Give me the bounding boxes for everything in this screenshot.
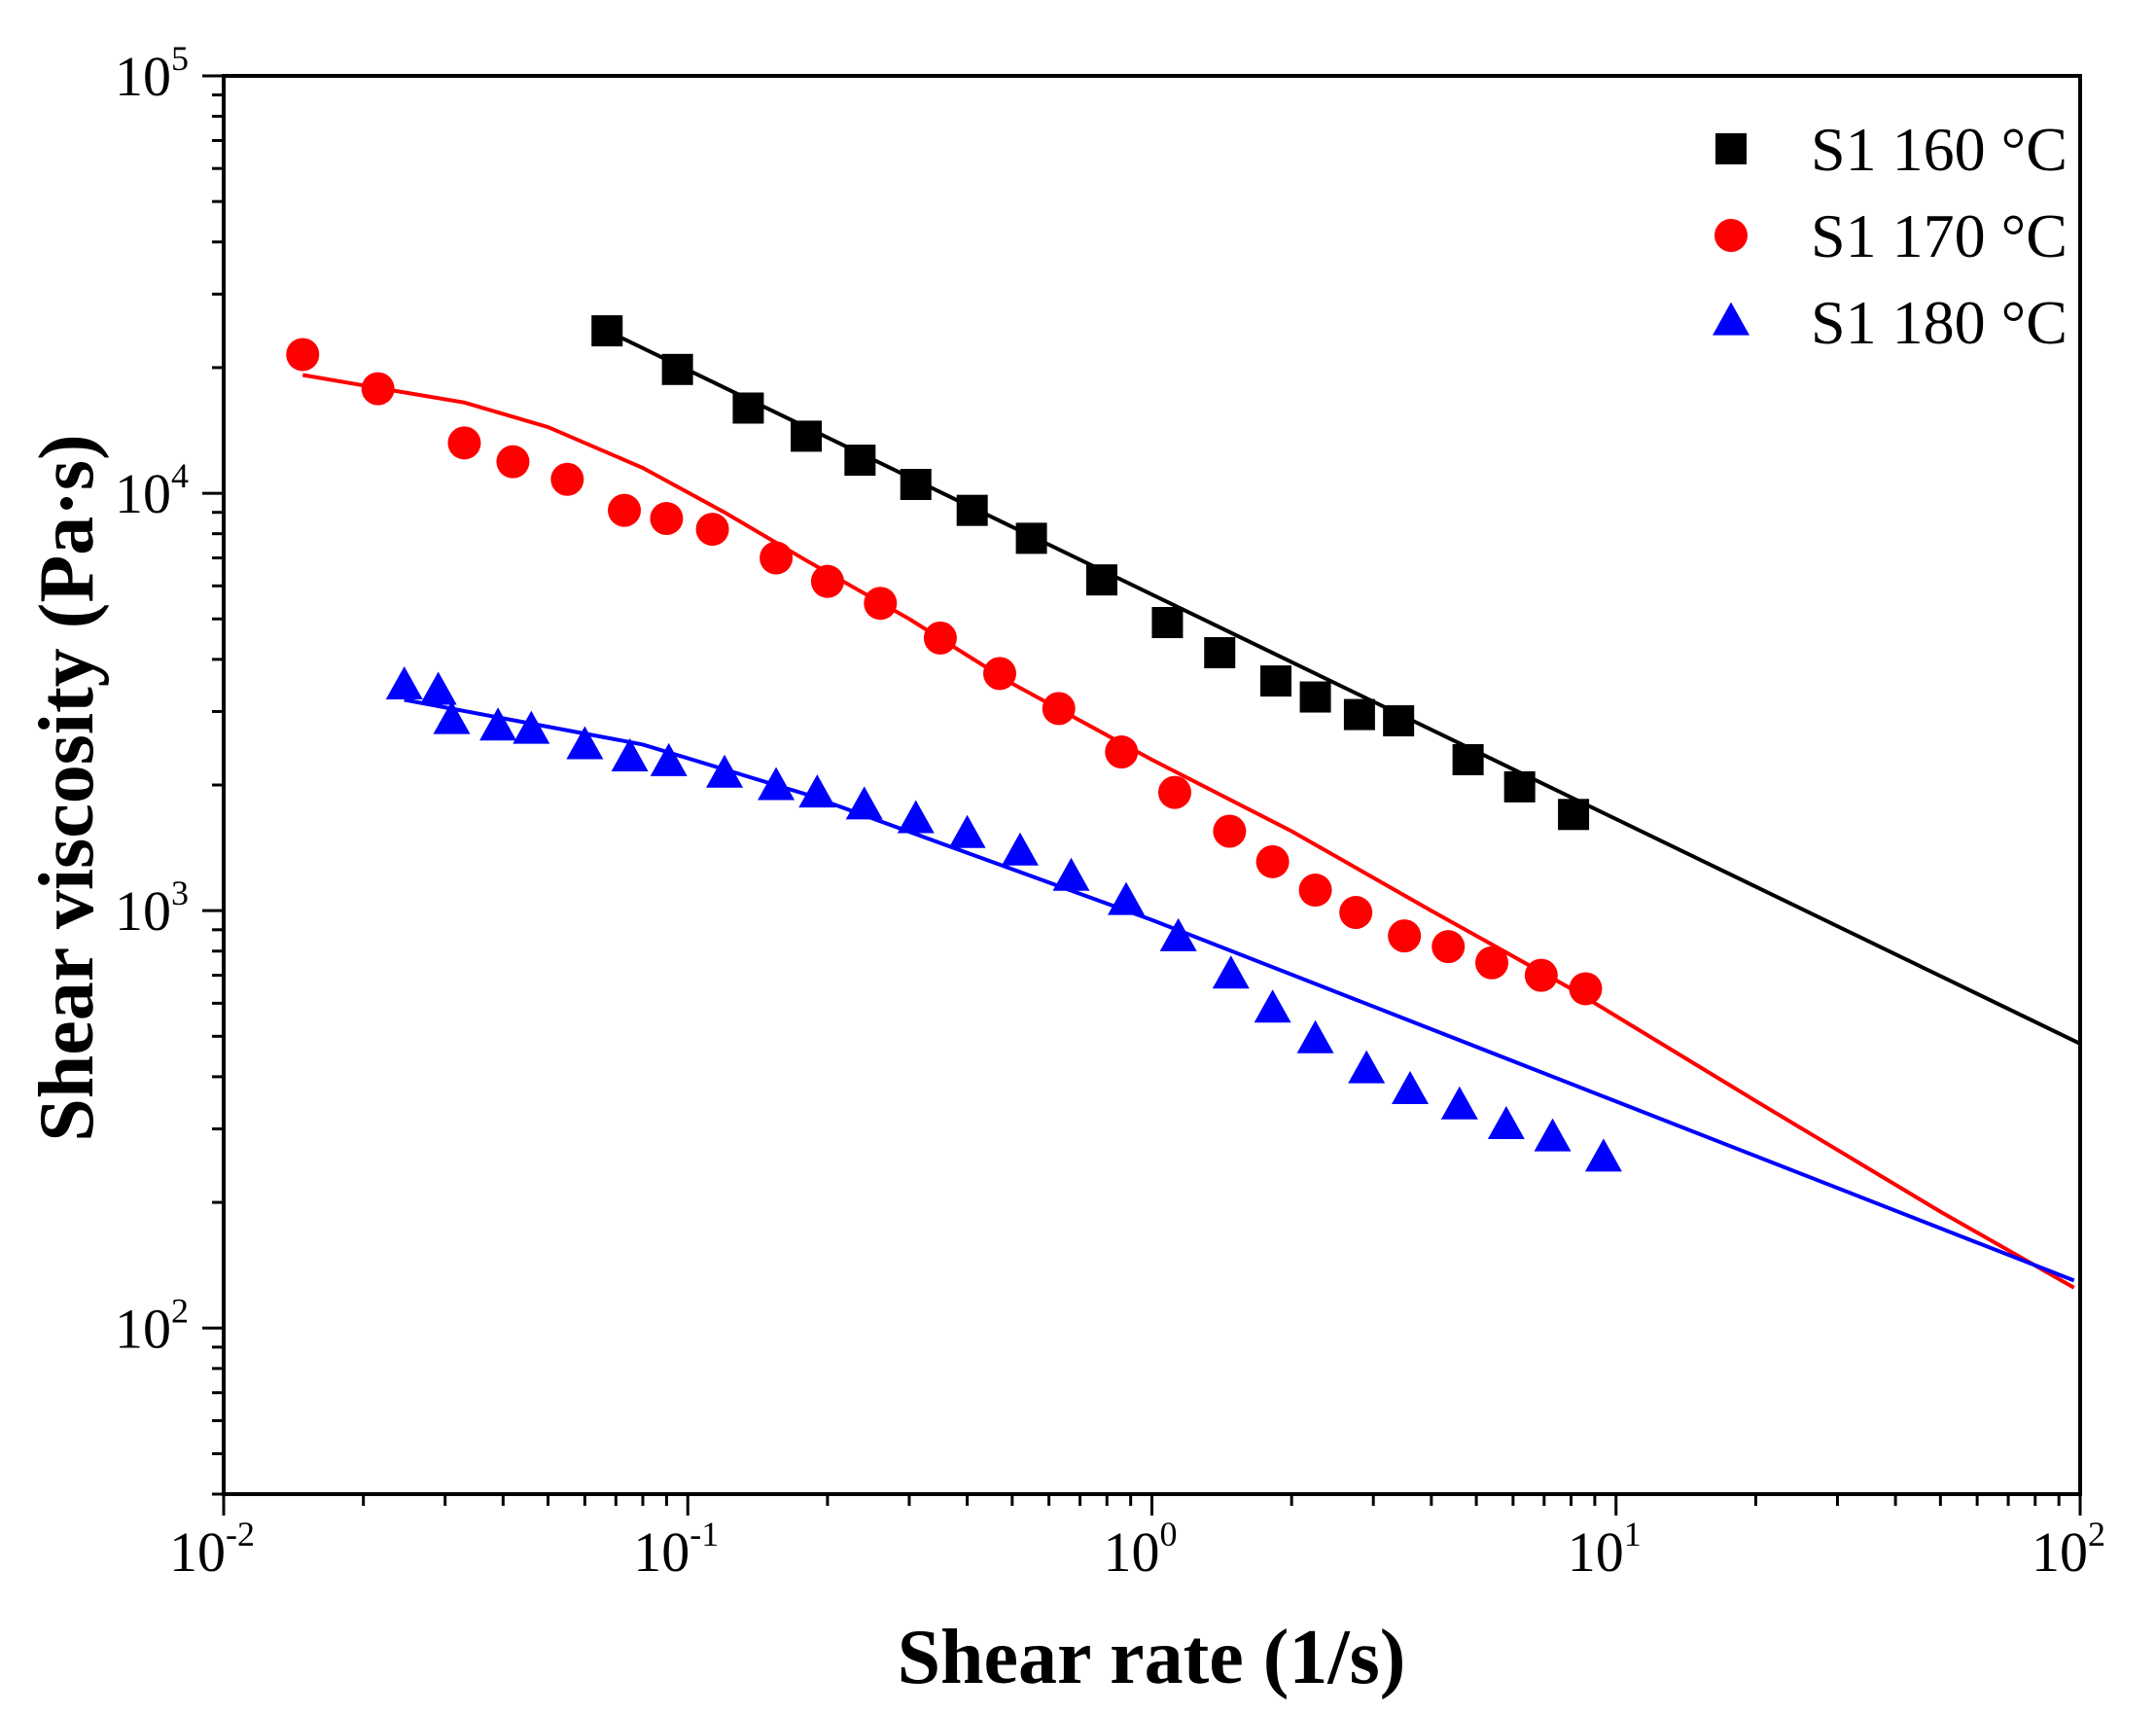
data-point-series-3 — [1254, 989, 1291, 1023]
data-point-series-1 — [591, 315, 623, 347]
data-point-series-1 — [1452, 743, 1484, 775]
data-point-series-3 — [1487, 1106, 1525, 1140]
data-point-series-2 — [1431, 930, 1466, 964]
data-point-series-3 — [1440, 1086, 1478, 1120]
data-point-series-1 — [1383, 705, 1415, 737]
data-point-series-1 — [1204, 636, 1236, 668]
data-point-series-1 — [956, 494, 988, 526]
data-point-series-2 — [983, 657, 1017, 691]
data-point-series-3 — [512, 710, 550, 744]
y-tick-label: 103 — [115, 874, 189, 943]
data-point-series-2 — [286, 338, 320, 372]
y-tick-label: 104 — [115, 456, 189, 525]
data-point-series-3 — [611, 737, 649, 771]
data-point-series-2 — [1157, 775, 1191, 809]
data-point-series-1 — [732, 392, 764, 424]
data-point-series-3 — [845, 786, 883, 820]
data-point-series-3 — [706, 754, 744, 788]
data-point-series-2 — [695, 513, 729, 547]
x-tick-label: 100 — [1104, 1515, 1178, 1584]
y-tick-label: 102 — [115, 1291, 189, 1360]
plot-frame — [222, 74, 2082, 1496]
x-axis-title: Shear rate (1/s) — [898, 1615, 1406, 1700]
data-point-series-1 — [1503, 770, 1536, 803]
data-point-series-2 — [760, 541, 794, 575]
data-markers — [286, 315, 1622, 1172]
data-point-series-3 — [948, 814, 986, 848]
data-point-series-1 — [1343, 698, 1375, 731]
data-point-series-2 — [1298, 874, 1332, 908]
data-point-series-2 — [1388, 919, 1422, 953]
fit-line-series-1 — [606, 329, 2081, 1046]
data-point-series-3 — [1159, 917, 1197, 951]
data-point-series-3 — [433, 700, 471, 734]
data-point-series-1 — [1151, 607, 1184, 639]
data-point-series-1 — [844, 445, 876, 477]
x-tick-label: 10-1 — [633, 1515, 719, 1584]
data-point-series-1 — [900, 468, 932, 500]
data-point-series-3 — [897, 800, 935, 834]
data-point-series-3 — [419, 671, 457, 705]
legend-label-series-2: S1 170 °C — [1811, 201, 2068, 270]
data-point-series-2 — [864, 587, 898, 621]
data-point-series-1 — [1299, 681, 1331, 713]
data-point-series-1 — [1086, 564, 1118, 596]
axis-ticks — [202, 74, 2082, 1516]
data-point-series-2 — [608, 493, 642, 527]
data-point-series-3 — [1348, 1050, 1386, 1084]
x-tick-label: 10-2 — [169, 1515, 255, 1584]
data-point-series-2 — [1475, 946, 1509, 980]
legend-label-series-3: S1 180 °C — [1811, 288, 2068, 357]
y-axis-title: Shear viscosity (Pa·s) — [24, 434, 110, 1141]
data-point-series-3 — [798, 774, 836, 808]
data-point-series-3 — [385, 665, 423, 699]
data-point-series-2 — [496, 445, 530, 479]
data-point-series-3 — [1052, 857, 1090, 891]
data-point-series-3 — [566, 726, 604, 760]
data-point-series-2 — [550, 462, 584, 496]
data-point-series-1 — [1558, 799, 1590, 831]
data-point-series-2 — [923, 621, 957, 655]
data-point-series-2 — [1255, 844, 1290, 878]
x-tick-label: 102 — [2032, 1515, 2105, 1584]
data-point-series-2 — [1569, 972, 1603, 1006]
data-point-series-3 — [1001, 832, 1039, 866]
data-point-series-1 — [1015, 522, 1047, 554]
x-tick-label: 101 — [1568, 1515, 1642, 1584]
data-point-series-3 — [650, 742, 688, 776]
data-point-series-3 — [1534, 1118, 1572, 1152]
legend-marker-series-1 — [1715, 133, 1747, 164]
y-tick-label: 105 — [115, 39, 189, 108]
fit-line-series-2 — [301, 373, 2075, 1290]
data-point-series-2 — [1524, 958, 1558, 992]
data-point-series-1 — [661, 353, 693, 385]
fit-line-series-3 — [404, 697, 2075, 1283]
legend-marker-series-3 — [1713, 302, 1750, 336]
data-point-series-3 — [758, 767, 795, 801]
data-point-series-2 — [1042, 692, 1076, 726]
data-point-series-2 — [447, 426, 481, 460]
data-point-series-2 — [1105, 735, 1139, 769]
legend-label-series-1: S1 160 °C — [1811, 115, 2068, 184]
data-point-series-2 — [361, 372, 395, 406]
data-point-series-3 — [1296, 1019, 1334, 1053]
y-tick-labels: 102 103 104 105 — [115, 39, 189, 1360]
legend: S1 160 °C S1 170 °C S1 180 °C — [1713, 115, 2068, 357]
data-point-series-3 — [479, 707, 517, 741]
x-tick-labels: 10-2 10-1 100 101 102 — [169, 1515, 2105, 1584]
data-point-series-2 — [810, 564, 844, 598]
data-point-series-2 — [650, 502, 684, 536]
data-point-series-1 — [1260, 665, 1292, 697]
data-point-series-1 — [791, 420, 823, 452]
legend-marker-series-2 — [1714, 219, 1748, 252]
data-point-series-3 — [1108, 881, 1146, 915]
data-point-series-3 — [1212, 955, 1250, 989]
data-point-series-2 — [1339, 896, 1373, 930]
data-point-series-2 — [1213, 814, 1247, 848]
data-point-series-3 — [1584, 1138, 1622, 1172]
data-point-series-3 — [1391, 1071, 1429, 1105]
